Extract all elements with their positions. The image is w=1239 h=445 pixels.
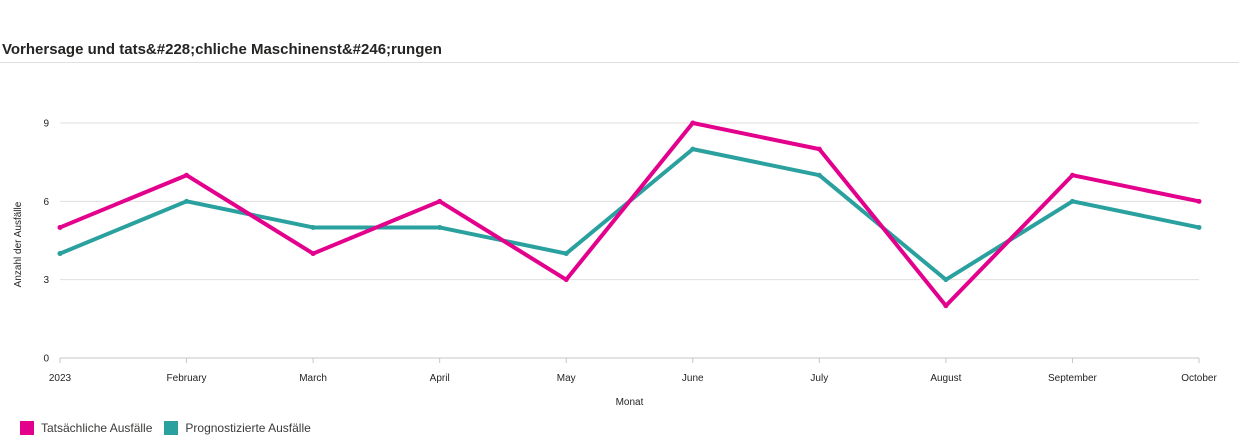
y-axis-title: Anzahl der Ausfälle	[13, 201, 24, 287]
x-tick-label-7: August	[930, 373, 961, 384]
data-point-actual-8[interactable]	[1069, 172, 1075, 178]
data-point-actual-5[interactable]	[690, 120, 696, 126]
x-tick-label-5: June	[682, 373, 704, 384]
data-point-forecast-7[interactable]	[943, 277, 949, 283]
title-divider	[0, 62, 1239, 63]
chart-legend: Tatsächliche Ausfälle Prognostizierte Au…	[20, 421, 323, 435]
data-point-actual-0[interactable]	[57, 224, 63, 230]
legend-swatch-actual	[20, 421, 34, 435]
data-point-actual-7[interactable]	[943, 303, 949, 309]
data-point-actual-1[interactable]	[184, 172, 190, 178]
data-point-forecast-2[interactable]	[310, 224, 316, 230]
x-axis-title: Monat	[616, 397, 644, 408]
data-point-actual-6[interactable]	[816, 146, 822, 152]
data-point-forecast-6[interactable]	[816, 172, 822, 178]
data-point-actual-3[interactable]	[437, 198, 443, 204]
x-tick-label-4: May	[557, 373, 576, 384]
data-point-forecast-3[interactable]	[437, 224, 443, 230]
y-tick-label-9: 9	[43, 119, 49, 130]
data-point-actual-2[interactable]	[310, 251, 316, 257]
x-tick-label-2: March	[299, 373, 327, 384]
y-tick-label-6: 6	[43, 197, 49, 208]
series-line-forecast	[58, 147, 1201, 282]
data-point-actual-9[interactable]	[1196, 198, 1202, 204]
data-point-forecast-9[interactable]	[1196, 224, 1202, 230]
data-point-actual-4[interactable]	[563, 277, 569, 283]
y-tick-label-0: 0	[43, 354, 49, 365]
x-tick-label-1: February	[167, 373, 207, 384]
legend-label-forecast: Prognostizierte Ausfälle	[185, 421, 311, 435]
x-tick-label-8: September	[1048, 373, 1098, 384]
legend-label-actual: Tatsächliche Ausfälle	[41, 421, 153, 435]
data-point-forecast-1[interactable]	[184, 198, 190, 204]
y-tick-label-3: 3	[43, 275, 49, 286]
x-tick-label-0: 2023	[49, 373, 72, 384]
data-point-forecast-5[interactable]	[690, 146, 696, 152]
chart-title: Vorhersage und tats&#228;chliche Maschin…	[2, 41, 442, 58]
data-point-forecast-8[interactable]	[1069, 198, 1075, 204]
data-point-forecast-4[interactable]	[563, 251, 569, 257]
x-tick-label-3: April	[430, 373, 450, 384]
legend-item-forecast[interactable]: Prognostizierte Ausfälle	[164, 421, 311, 435]
x-tick-label-9: October	[1181, 373, 1217, 384]
data-point-forecast-0[interactable]	[57, 251, 63, 257]
legend-item-actual[interactable]: Tatsächliche Ausfälle	[20, 421, 152, 435]
x-tick-label-6: July	[810, 373, 828, 384]
legend-swatch-forecast	[164, 421, 179, 435]
series-line-actual	[58, 121, 1201, 308]
